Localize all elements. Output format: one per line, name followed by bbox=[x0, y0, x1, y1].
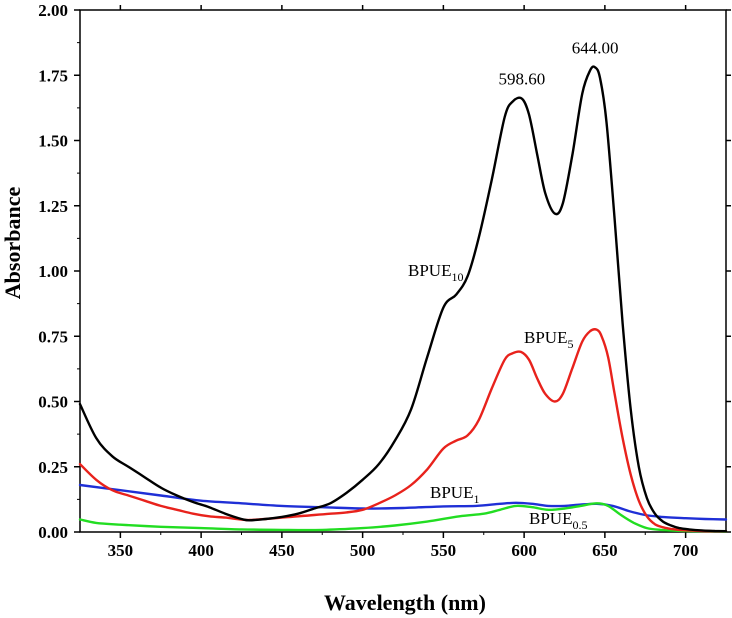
x-axis-title: Wavelength (nm) bbox=[324, 590, 486, 615]
series-label-bpue10: BPUE10 bbox=[408, 261, 463, 284]
series-line-bpue10 bbox=[78, 65, 728, 533]
x-tick-label: 700 bbox=[673, 541, 699, 560]
y-tick-label: 1.50 bbox=[38, 132, 68, 151]
y-tick-label: 1.25 bbox=[38, 197, 68, 216]
y-tick-label: 0.50 bbox=[38, 393, 68, 412]
x-tick-label: 600 bbox=[511, 541, 537, 560]
peak-annotation: 598.60 bbox=[498, 70, 545, 89]
series-label-text: BPUE bbox=[408, 261, 451, 280]
series-line-bpue0-5 bbox=[78, 502, 728, 533]
series-label-subscript: 1 bbox=[473, 492, 479, 506]
y-axis-title: Absorbance bbox=[0, 187, 25, 300]
y-tick-label: 0.25 bbox=[38, 458, 68, 477]
series-label-subscript: 10 bbox=[451, 270, 463, 284]
series-label-text: BPUE bbox=[430, 483, 473, 502]
series-label-bpue5: BPUE5 bbox=[524, 328, 573, 351]
x-tick-label: 550 bbox=[431, 541, 457, 560]
series-layer bbox=[78, 65, 728, 533]
peak-annotation: 644.00 bbox=[572, 38, 619, 57]
x-tick-label: 650 bbox=[592, 541, 618, 560]
series-label-bpue1: BPUE1 bbox=[430, 483, 479, 506]
series-label-text: BPUE bbox=[524, 328, 567, 347]
series-label-subscript: 0.5 bbox=[572, 518, 587, 532]
y-tick-label: 0.00 bbox=[38, 523, 68, 542]
series-label-text: BPUE bbox=[529, 509, 572, 528]
plot-frame bbox=[79, 9, 727, 533]
series-label-subscript: 5 bbox=[567, 337, 573, 351]
x-tick-label: 450 bbox=[269, 541, 295, 560]
plot-area: 350 400 450 500 550 600 650 700 0.00 0.25 0.50 0.75… bbox=[38, 1, 731, 560]
series-line-bpue5 bbox=[78, 328, 728, 533]
y-tick-label: 1.00 bbox=[38, 262, 68, 281]
x-tick-label: 350 bbox=[108, 541, 134, 560]
y-tick-label: 0.75 bbox=[38, 327, 68, 346]
x-tick-label: 400 bbox=[188, 541, 214, 560]
y-tick-label: 2.00 bbox=[38, 1, 68, 20]
series-label-bpue0-5: BPUE0.5 bbox=[529, 509, 587, 532]
y-tick-label: 1.75 bbox=[38, 66, 68, 85]
x-tick-label: 500 bbox=[350, 541, 376, 560]
